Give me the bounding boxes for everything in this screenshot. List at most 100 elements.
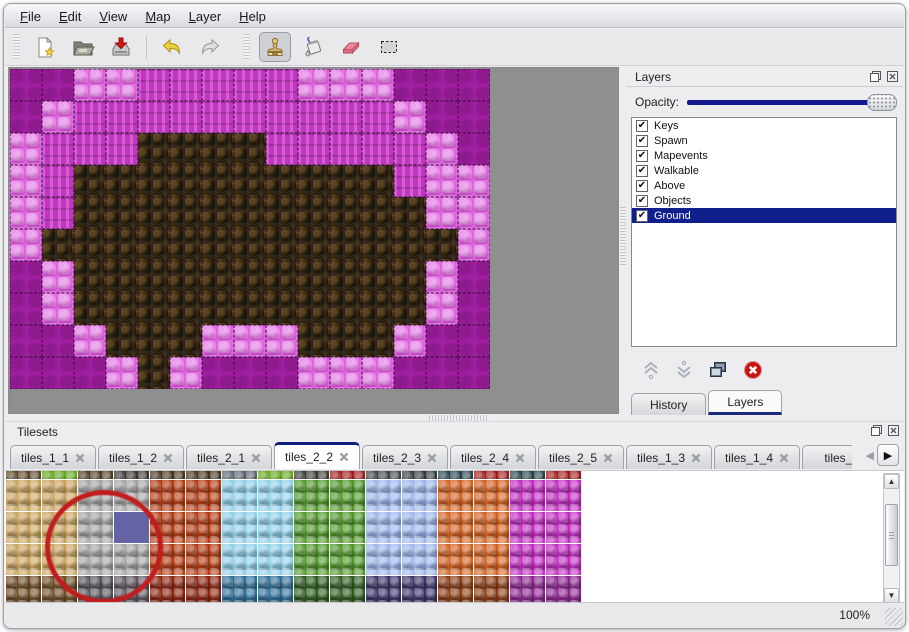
tileset-tile[interactable] bbox=[258, 544, 293, 575]
tileset-tile[interactable] bbox=[294, 544, 329, 575]
map-tile[interactable] bbox=[106, 133, 138, 165]
tileset-tile[interactable] bbox=[438, 544, 473, 575]
tileset-tab-tiles_1_1[interactable]: tiles_1_1 bbox=[10, 445, 96, 469]
tileset-tile[interactable] bbox=[546, 512, 581, 543]
opacity-slider[interactable] bbox=[687, 93, 897, 111]
map-tile[interactable] bbox=[202, 357, 234, 389]
map-tile[interactable] bbox=[394, 101, 426, 133]
map-tile[interactable] bbox=[10, 165, 42, 197]
tileset-tile[interactable] bbox=[222, 480, 257, 511]
map-tile[interactable] bbox=[42, 229, 74, 261]
map-tile[interactable] bbox=[234, 69, 266, 101]
tileset-tile[interactable] bbox=[6, 576, 41, 603]
map-tile[interactable] bbox=[394, 69, 426, 101]
map-tile[interactable] bbox=[138, 133, 170, 165]
tab-scroll-left-icon[interactable]: ◀ bbox=[865, 449, 874, 462]
layer-row-objects[interactable]: ✔ Objects bbox=[632, 193, 896, 208]
tileset-tile[interactable] bbox=[510, 471, 545, 479]
tileset-tile[interactable] bbox=[186, 512, 221, 543]
map-tile[interactable] bbox=[330, 293, 362, 325]
map-canvas[interactable] bbox=[8, 67, 619, 414]
map-tile[interactable] bbox=[426, 101, 458, 133]
layer-row-walkable[interactable]: ✔ Walkable bbox=[632, 163, 896, 178]
map-tile[interactable] bbox=[106, 197, 138, 229]
map-tile[interactable] bbox=[170, 325, 202, 357]
map-tile[interactable] bbox=[138, 325, 170, 357]
map-tile[interactable] bbox=[266, 197, 298, 229]
map-tile[interactable] bbox=[234, 293, 266, 325]
layer-row-above[interactable]: ✔ Above bbox=[632, 178, 896, 193]
map-tile[interactable] bbox=[234, 229, 266, 261]
map-tile[interactable] bbox=[170, 197, 202, 229]
map-tile[interactable] bbox=[234, 101, 266, 133]
tileset-tile[interactable] bbox=[330, 480, 365, 511]
map-tile[interactable] bbox=[362, 325, 394, 357]
map-tile[interactable] bbox=[202, 293, 234, 325]
tileset-tile[interactable] bbox=[186, 576, 221, 603]
map-tile[interactable] bbox=[298, 357, 330, 389]
map-tile[interactable] bbox=[170, 229, 202, 261]
map-tile[interactable] bbox=[202, 101, 234, 133]
tileset-tile[interactable] bbox=[474, 576, 509, 603]
map-tile[interactable] bbox=[266, 133, 298, 165]
map-tile[interactable] bbox=[298, 101, 330, 133]
layer-row-keys[interactable]: ✔ Keys bbox=[632, 118, 896, 133]
map-tile[interactable] bbox=[458, 229, 490, 261]
map-tile[interactable] bbox=[234, 357, 266, 389]
map-tile[interactable] bbox=[362, 229, 394, 261]
menu-edit[interactable]: Edit bbox=[58, 8, 82, 24]
map-tile[interactable] bbox=[106, 229, 138, 261]
tileset-tile[interactable] bbox=[6, 480, 41, 511]
map-tile[interactable] bbox=[426, 197, 458, 229]
map-tile[interactable] bbox=[330, 357, 362, 389]
map-tile[interactable] bbox=[266, 101, 298, 133]
map-tile[interactable] bbox=[106, 165, 138, 197]
tab-scroll-right-button[interactable]: ▶ bbox=[877, 444, 899, 466]
menu-file[interactable]: File bbox=[20, 8, 41, 24]
map-tile[interactable] bbox=[138, 69, 170, 101]
map-tile[interactable] bbox=[330, 101, 362, 133]
tileset-tile[interactable] bbox=[402, 480, 437, 511]
map-tile[interactable] bbox=[74, 69, 106, 101]
toolbar-grip[interactable] bbox=[13, 34, 20, 60]
map-tile[interactable] bbox=[74, 165, 106, 197]
map-tile[interactable] bbox=[106, 325, 138, 357]
map-tile[interactable] bbox=[10, 69, 42, 101]
float-panel-icon[interactable] bbox=[869, 70, 882, 83]
lower-layer-icon[interactable] bbox=[674, 359, 694, 381]
horizontal-splitter-grip[interactable] bbox=[429, 415, 489, 421]
map-tile[interactable] bbox=[458, 293, 490, 325]
tileset-tile[interactable] bbox=[546, 544, 581, 575]
map-tile[interactable] bbox=[138, 165, 170, 197]
map-tile[interactable] bbox=[170, 133, 202, 165]
map-tile[interactable] bbox=[330, 133, 362, 165]
map-tile[interactable] bbox=[106, 293, 138, 325]
map-tile[interactable] bbox=[266, 357, 298, 389]
map-tile[interactable] bbox=[426, 229, 458, 261]
map-tile[interactable] bbox=[426, 69, 458, 101]
undo-button[interactable] bbox=[156, 32, 188, 62]
menu-map[interactable]: Map bbox=[145, 8, 171, 24]
map-tile[interactable] bbox=[458, 69, 490, 101]
map-tile[interactable] bbox=[266, 325, 298, 357]
menu-view[interactable]: View bbox=[99, 8, 128, 24]
map-tile[interactable] bbox=[138, 261, 170, 293]
map-tile[interactable] bbox=[10, 293, 42, 325]
tileset-tile[interactable] bbox=[78, 471, 113, 479]
layer-visibility-checkbox[interactable]: ✔ bbox=[636, 119, 648, 132]
tab-close-icon[interactable] bbox=[515, 453, 525, 463]
map-tile[interactable] bbox=[74, 261, 106, 293]
map-tile[interactable] bbox=[74, 293, 106, 325]
menu-help[interactable]: Help bbox=[239, 8, 266, 24]
tileset-tile[interactable] bbox=[330, 512, 365, 543]
map-tile[interactable] bbox=[42, 325, 74, 357]
opacity-slider-handle[interactable] bbox=[867, 93, 897, 111]
map-tile[interactable] bbox=[138, 229, 170, 261]
map-tile[interactable] bbox=[362, 261, 394, 293]
map-tile[interactable] bbox=[106, 101, 138, 133]
dock-tab-history[interactable]: History bbox=[631, 393, 707, 415]
fill-tool-button[interactable] bbox=[297, 32, 329, 62]
map-tile[interactable] bbox=[330, 69, 362, 101]
layer-visibility-checkbox[interactable]: ✔ bbox=[636, 179, 648, 192]
horizontal-splitter[interactable] bbox=[5, 415, 904, 421]
